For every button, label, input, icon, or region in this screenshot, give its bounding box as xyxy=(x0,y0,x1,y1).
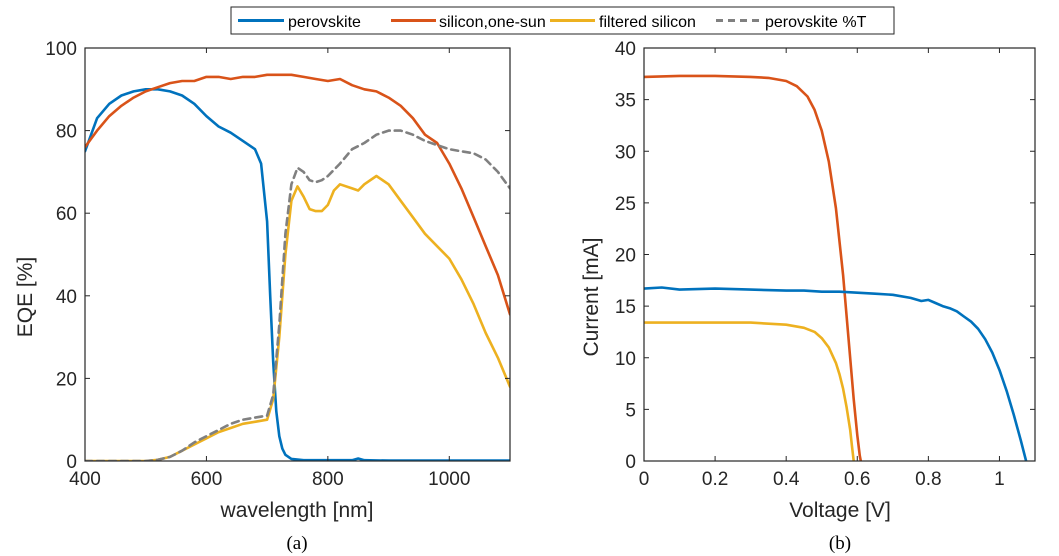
plot-b-xtick-label: 0.4 xyxy=(773,469,800,490)
plot-a-series-perovskite-pctt xyxy=(85,129,510,461)
legend-entry-perovskite-transmission: perovskite %T xyxy=(716,14,867,31)
plot-b-axes-box xyxy=(643,47,1036,462)
plot-a-xtick-label: 1000 xyxy=(428,469,470,490)
plot-a-ytick-label: 0 xyxy=(66,452,77,473)
legend-label-filtered-silicon: filtered silicon xyxy=(599,14,696,31)
legend-label-perovskite-transmission: perovskite %T xyxy=(765,14,867,31)
legend-label-perovskite: perovskite xyxy=(288,14,361,31)
legend-entry-perovskite: perovskite xyxy=(238,14,361,31)
plot-a-ytick-label: 40 xyxy=(56,287,77,308)
plot-a-caption: (a) xyxy=(286,533,307,554)
plot-a-xlabel: wavelength [nm] xyxy=(220,499,374,522)
plot-b-series-perovskite xyxy=(644,286,1028,461)
plot-a-ytick-label: 80 xyxy=(56,122,77,143)
plot-a-eqe: EQE [%] wavelength [nm] (a) 400 600 800 100… xyxy=(14,39,511,554)
plot-b-xtick-label: 1 xyxy=(994,469,1005,490)
plot-a-xtick-label: 800 xyxy=(312,469,344,490)
legend: perovskite silicon,one-sun filtered sili… xyxy=(230,6,895,35)
plot-a-axes-box xyxy=(84,47,511,462)
plot-a-ytick-label: 60 xyxy=(56,204,77,225)
plot-b-series-silicon-one-sun xyxy=(644,74,863,461)
plot-a-series-filtered-silicon xyxy=(85,174,510,461)
plot-b-ytick-label: 5 xyxy=(625,400,636,421)
plot-b-xtick-label: 0.6 xyxy=(844,469,870,490)
plot-b-iv-curve: Current [mA] Voltage [V] (b) 0 0.2 0.4 0.6 0… xyxy=(580,39,1036,554)
plot-b-ylabel: Current [mA] xyxy=(580,237,603,356)
plot-b-ytick-label: 0 xyxy=(625,452,636,473)
plot-b-ytick-label: 20 xyxy=(615,246,636,267)
plot-a-ytick-label: 20 xyxy=(56,369,77,390)
plot-a-xtick-label: 600 xyxy=(191,469,223,490)
plot-b-ytick-label: 35 xyxy=(615,91,636,112)
plot-b-ytick-label: 40 xyxy=(615,39,636,60)
legend-entry-silicon-one-sun: silicon,one-sun xyxy=(391,14,546,31)
legend-label-silicon-one-sun: silicon,one-sun xyxy=(439,14,546,31)
plot-a-ylabel: EQE [%] xyxy=(14,257,37,338)
plot-b-ytick-label: 15 xyxy=(615,297,636,318)
plot-b-series-filtered-silicon xyxy=(644,321,855,461)
plot-a-ytick-label: 100 xyxy=(45,39,77,60)
plot-b-caption: (b) xyxy=(829,533,851,554)
plot-b-ytick-label: 25 xyxy=(615,194,636,215)
plot-b-xlabel: Voltage [V] xyxy=(789,499,891,522)
plot-a-series-perovskite xyxy=(85,88,510,461)
plot-b-xtick-label: 0.8 xyxy=(915,469,941,490)
plot-b-ytick-label: 30 xyxy=(615,142,636,163)
plot-b-xtick-label: 0.2 xyxy=(702,469,728,490)
plot-b-ytick-label: 10 xyxy=(615,349,636,370)
legend-entry-filtered-silicon: filtered silicon xyxy=(550,14,696,31)
plot-a-xtick-label: 400 xyxy=(69,469,101,490)
plot-a-series-silicon-one-sun xyxy=(85,73,510,316)
plot-b-xtick-label: 0 xyxy=(639,469,650,490)
